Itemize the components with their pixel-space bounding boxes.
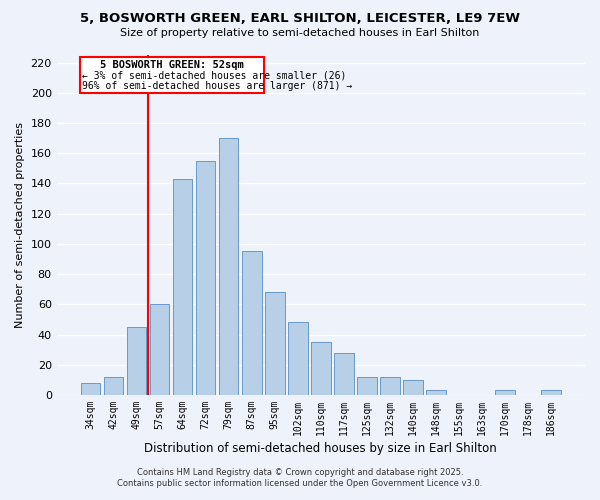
Bar [334, 352, 353, 395]
Text: 96% of semi-detached houses are larger (871) →: 96% of semi-detached houses are larger (… [82, 80, 353, 90]
Bar [104, 377, 123, 395]
Bar [196, 161, 215, 395]
Y-axis label: Number of semi-detached properties: Number of semi-detached properties [15, 122, 25, 328]
Bar [380, 377, 400, 395]
Bar [80, 383, 100, 395]
Bar [357, 377, 377, 395]
Bar [80, 56, 265, 93]
Text: 5 BOSWORTH GREEN: 52sqm: 5 BOSWORTH GREEN: 52sqm [100, 60, 244, 70]
Text: Contains HM Land Registry data © Crown copyright and database right 2025.
Contai: Contains HM Land Registry data © Crown c… [118, 468, 482, 487]
Bar [496, 390, 515, 395]
X-axis label: Distribution of semi-detached houses by size in Earl Shilton: Distribution of semi-detached houses by … [145, 442, 497, 455]
Bar [219, 138, 238, 395]
Bar [403, 380, 423, 395]
Bar [242, 252, 262, 395]
Bar [150, 304, 169, 395]
Text: ← 3% of semi-detached houses are smaller (26): ← 3% of semi-detached houses are smaller… [82, 70, 347, 80]
Bar [288, 322, 308, 395]
Bar [426, 390, 446, 395]
Bar [541, 390, 561, 395]
Bar [265, 292, 284, 395]
Bar [311, 342, 331, 395]
Text: 5, BOSWORTH GREEN, EARL SHILTON, LEICESTER, LE9 7EW: 5, BOSWORTH GREEN, EARL SHILTON, LEICEST… [80, 12, 520, 26]
Bar [173, 179, 193, 395]
Bar [127, 327, 146, 395]
Text: Size of property relative to semi-detached houses in Earl Shilton: Size of property relative to semi-detach… [121, 28, 479, 38]
